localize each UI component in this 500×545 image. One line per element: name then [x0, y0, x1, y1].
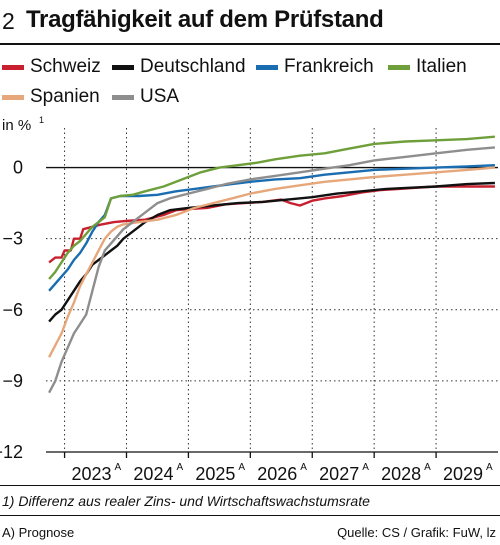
legend-label-frankreich: Frankreich — [284, 56, 374, 77]
y-tick-label: −3 — [2, 229, 23, 249]
axis-layer — [46, 166, 498, 458]
chart-number: 2 — [2, 8, 15, 34]
legend-swatch-italien — [388, 64, 410, 70]
legend-item-schweiz: Schweiz — [2, 56, 101, 78]
y-tick-label: 0 — [13, 158, 23, 178]
x-tick-label-sup: A — [300, 462, 307, 473]
x-tick-label-sup: A — [115, 462, 122, 473]
series-line-italien — [48, 135, 496, 280]
x-tick-label-sup: A — [362, 462, 369, 473]
legend-label-italien: Italien — [416, 56, 467, 77]
series-line-frankreich — [48, 164, 495, 292]
legend-swatch-spanien — [2, 94, 24, 100]
series-line-spanien — [48, 166, 495, 358]
legend-label-spanien: Spanien — [30, 86, 100, 107]
x-tick-label-sup: A — [486, 462, 493, 473]
legend-label-usa: USA — [140, 86, 180, 107]
legend-swatch-usa — [112, 94, 134, 100]
legend-item-usa: USA — [112, 86, 179, 108]
legend-swatch-frankreich — [256, 64, 278, 70]
x-tick-label-sup: A — [238, 462, 245, 473]
header-rule — [0, 43, 500, 45]
y-axis-label: in % — [2, 117, 31, 134]
footer-rule — [0, 485, 500, 486]
x-tick-label: 2029 — [443, 464, 483, 484]
grid-layer — [46, 128, 498, 452]
legend-swatch-schweiz — [2, 64, 24, 70]
x-tick-label: 2028 — [381, 464, 421, 484]
y-tick-label: −9 — [2, 371, 23, 391]
series-line-deutschland — [48, 181, 495, 323]
chart-header: 2 Tragfähigkeit auf dem Prüfstand — [0, 0, 500, 44]
series-layer — [48, 135, 496, 394]
x-tick-label-sup: A — [424, 462, 431, 473]
footnote: 1) Differenz aus realer Zins- und Wirtsc… — [2, 493, 370, 509]
x-tick-label: 2023 — [72, 464, 112, 484]
x-tick-label: 2024 — [133, 464, 173, 484]
x-tick-label-sup: A — [176, 462, 183, 473]
legend-item-frankreich: Frankreich — [256, 56, 374, 78]
legend-label-deutschland: Deutschland — [140, 56, 246, 77]
legend: Schweiz Deutschland Frankreich Italien S… — [0, 54, 500, 114]
legend-swatch-deutschland — [112, 64, 134, 70]
x-tick-label: 2026 — [257, 464, 297, 484]
legend-label-schweiz: Schweiz — [30, 56, 101, 77]
series-line-usa — [48, 146, 496, 394]
y-tick-label: −12 — [0, 442, 23, 462]
chart-title: Tragfähigkeit auf dem Prüfstand — [26, 6, 384, 33]
legend-item-spanien: Spanien — [2, 86, 100, 108]
legend-item-italien: Italien — [388, 56, 467, 78]
footer-rule-2 — [0, 515, 500, 516]
x-tick-label: 2027 — [319, 464, 359, 484]
legend-item-deutschland: Deutschland — [112, 56, 246, 78]
x-tick-label: 2025 — [195, 464, 235, 484]
y-axis-label-sup: 1 — [39, 115, 44, 125]
source-credit: Quelle: CS / Grafik: FuW, lz — [337, 525, 496, 540]
forecast-note: A) Prognose — [2, 525, 75, 540]
y-tick-label: −6 — [2, 300, 23, 320]
